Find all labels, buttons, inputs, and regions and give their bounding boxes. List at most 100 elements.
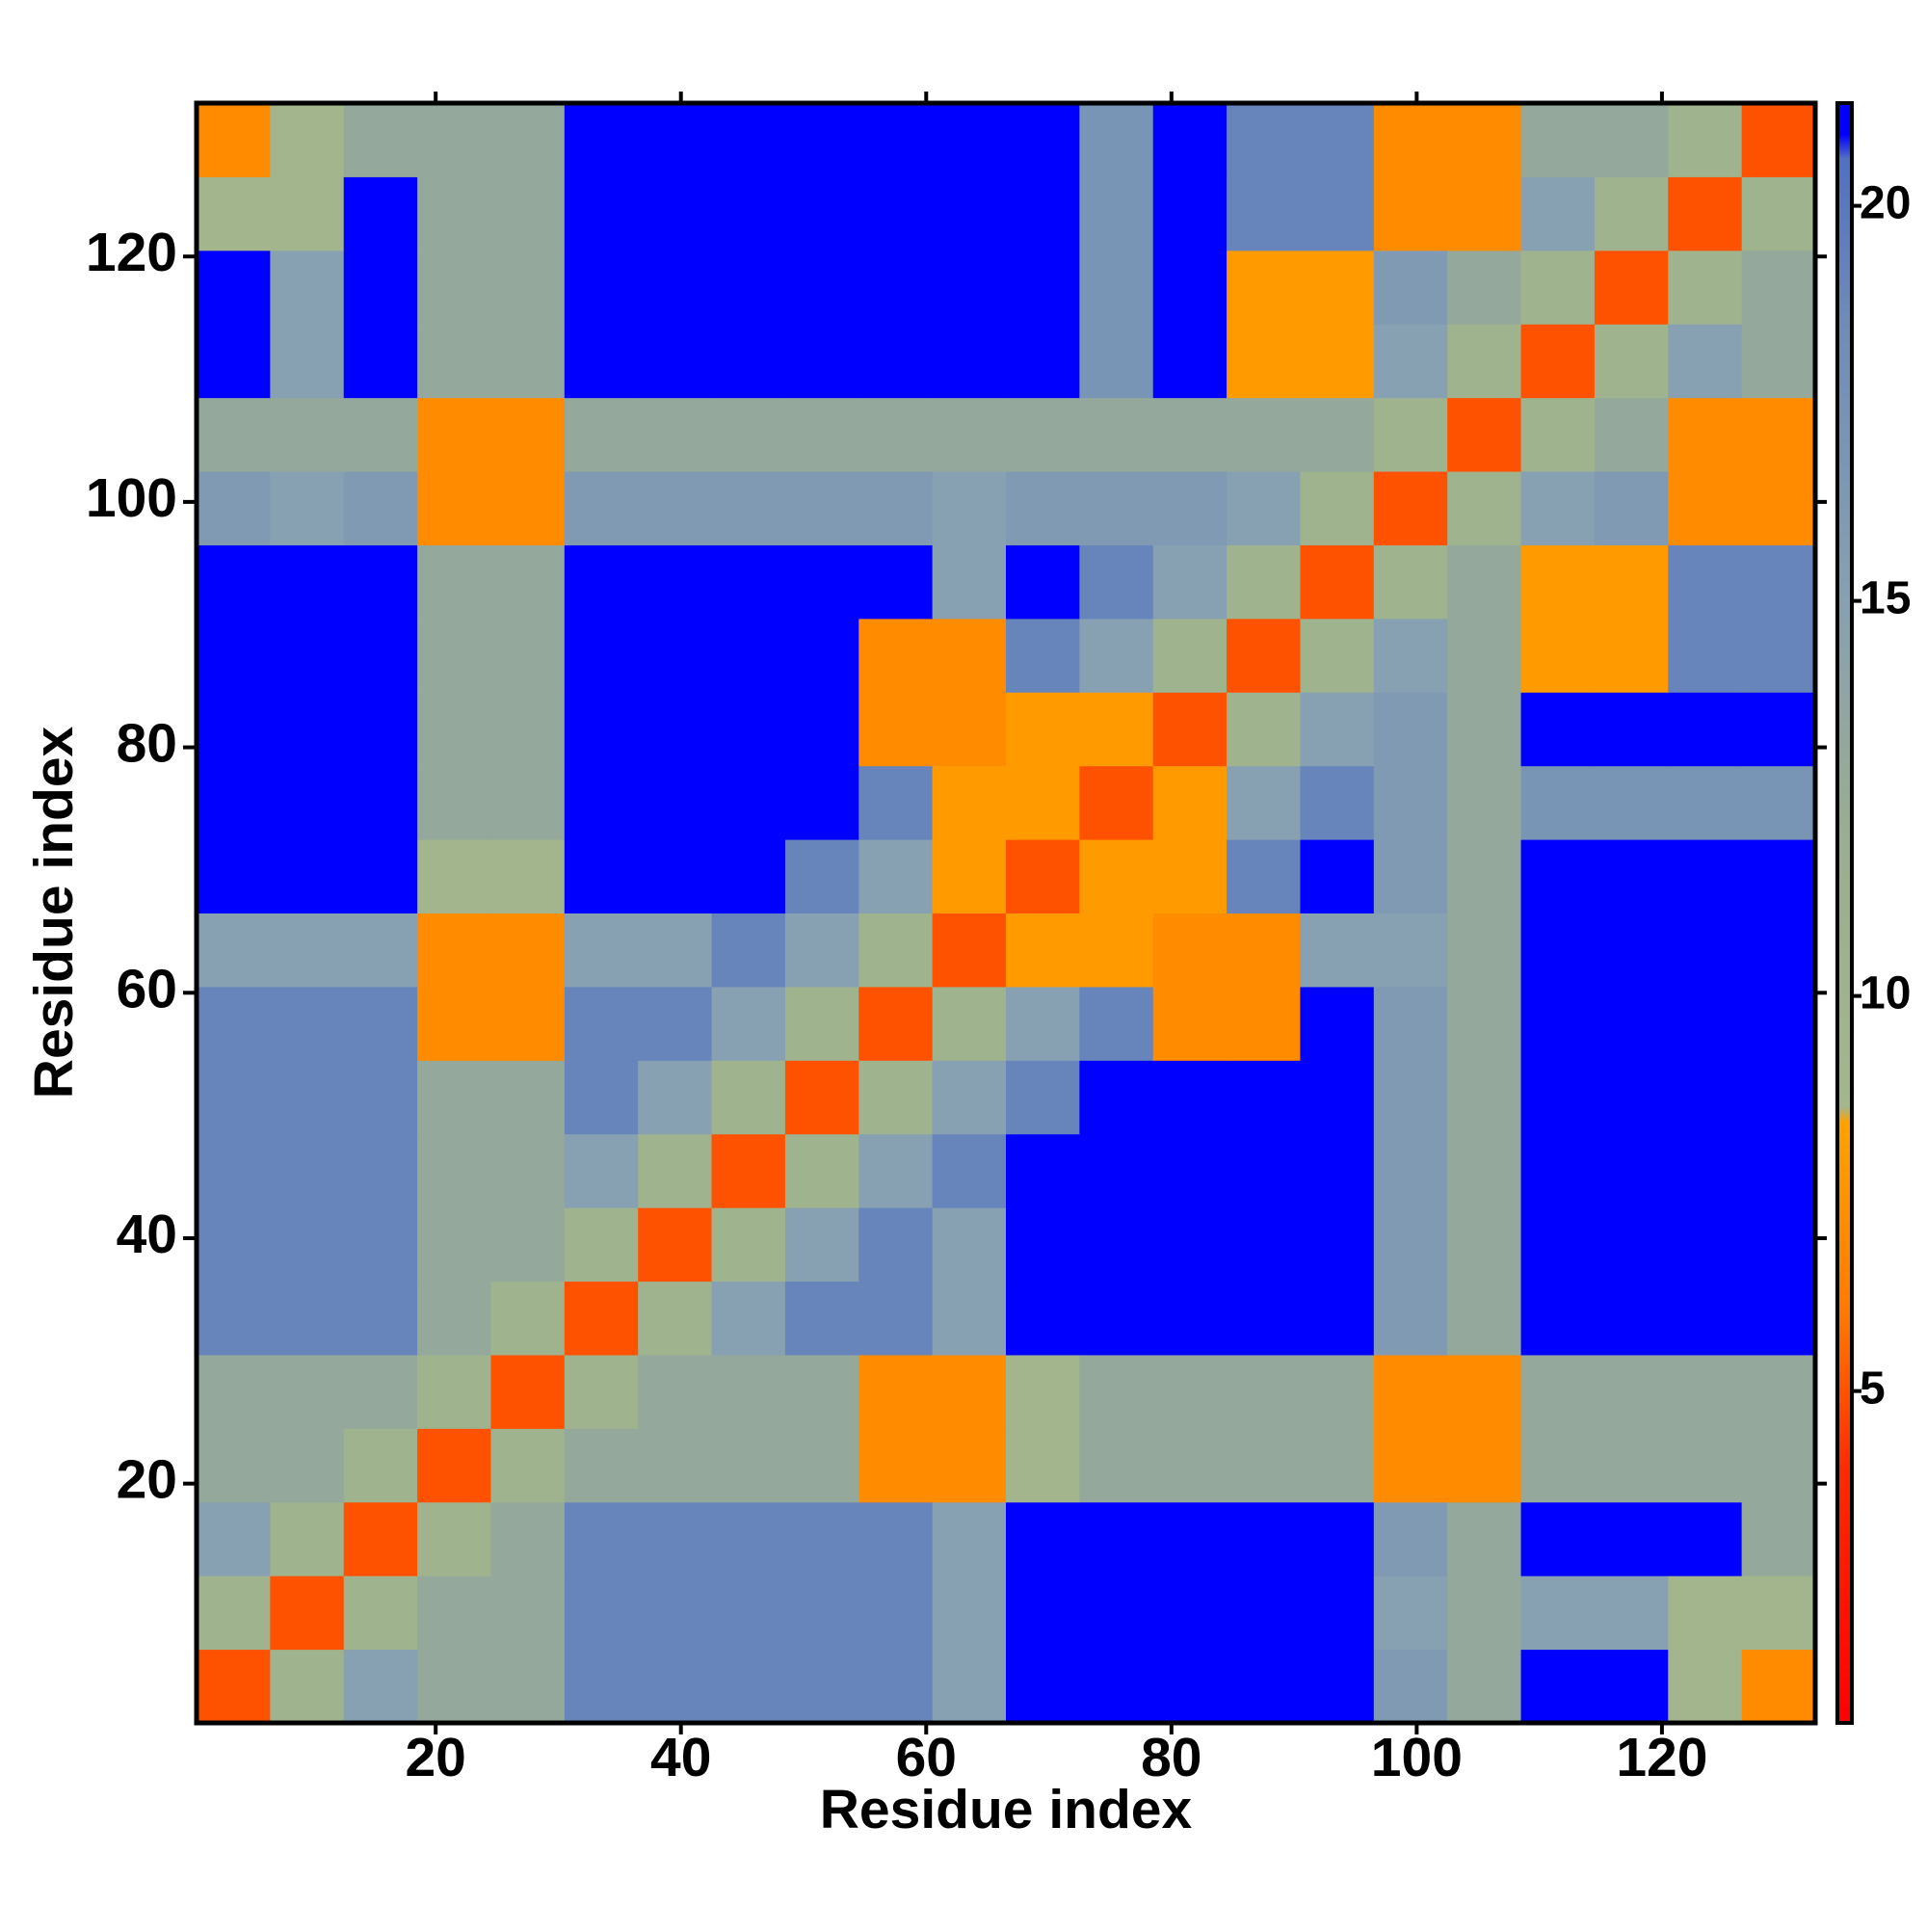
heatmap-cell bbox=[1227, 1207, 1301, 1283]
heatmap-cell bbox=[1741, 765, 1816, 840]
heatmap-cell bbox=[490, 1649, 566, 1724]
heatmap-cell bbox=[858, 1133, 934, 1208]
heatmap-cell bbox=[1594, 250, 1669, 325]
heatmap-cell bbox=[1300, 103, 1375, 177]
heatmap-cell bbox=[1227, 765, 1301, 840]
heatmap-cell bbox=[932, 692, 1007, 767]
heatmap-cell bbox=[1300, 692, 1375, 767]
heatmap-cell bbox=[417, 1207, 491, 1283]
heatmap-cell bbox=[1227, 692, 1301, 767]
heatmap-cell bbox=[1300, 618, 1375, 693]
heatmap-cell bbox=[784, 692, 859, 767]
heatmap-cell bbox=[417, 397, 491, 472]
heatmap-cell bbox=[858, 1281, 934, 1356]
heatmap-cell bbox=[270, 839, 345, 913]
heatmap-cell bbox=[270, 397, 345, 472]
heatmap-cell bbox=[564, 471, 639, 545]
heatmap-cell bbox=[1373, 544, 1448, 620]
heatmap-cell bbox=[270, 618, 345, 693]
heatmap-cell bbox=[1741, 471, 1816, 545]
heatmap-cell bbox=[638, 176, 713, 251]
heatmap-cell bbox=[1741, 1501, 1816, 1576]
heatmap-cell bbox=[1152, 1354, 1227, 1429]
heatmap-cell bbox=[417, 324, 491, 399]
heatmap-cell bbox=[1373, 839, 1448, 913]
heatmap-cell bbox=[1447, 1060, 1522, 1135]
heatmap-cell bbox=[1447, 471, 1522, 545]
heatmap-cell bbox=[270, 1649, 345, 1724]
heatmap-cell bbox=[1300, 765, 1375, 840]
heatmap-cell bbox=[1520, 397, 1596, 472]
heatmap-cell bbox=[638, 1207, 713, 1283]
heatmap-cell bbox=[1300, 1133, 1375, 1208]
heatmap-cell bbox=[417, 1060, 491, 1135]
heatmap-cell bbox=[490, 1281, 566, 1356]
heatmap-cell bbox=[711, 250, 786, 325]
heatmap-cell bbox=[932, 544, 1007, 620]
heatmap-cell bbox=[197, 913, 271, 988]
heatmap-cell bbox=[564, 1428, 639, 1503]
heatmap-cell bbox=[858, 471, 934, 545]
heatmap-cell bbox=[784, 250, 859, 325]
heatmap-cell bbox=[270, 1133, 345, 1208]
heatmap-cell bbox=[343, 1060, 418, 1135]
heatmap-cell bbox=[711, 1281, 786, 1356]
heatmap-cell bbox=[784, 176, 859, 251]
heatmap-cell bbox=[1741, 692, 1816, 767]
heatmap-cell bbox=[1668, 1428, 1743, 1503]
heatmap-cell bbox=[711, 544, 786, 620]
heatmap-cell bbox=[1520, 1207, 1596, 1283]
heatmap-cell bbox=[932, 1133, 1007, 1208]
heatmap-cell bbox=[1079, 1207, 1154, 1283]
heatmap-cell bbox=[1373, 1060, 1448, 1135]
heatmap-cell bbox=[932, 103, 1007, 177]
heatmap-cell bbox=[638, 1133, 713, 1208]
heatmap-cell bbox=[1741, 544, 1816, 620]
heatmap-cell bbox=[784, 1060, 859, 1135]
heatmap-cell bbox=[564, 765, 639, 840]
heatmap-cell bbox=[1447, 324, 1522, 399]
heatmap-cell bbox=[1300, 176, 1375, 251]
heatmap-cell bbox=[343, 324, 418, 399]
heatmap-cell bbox=[858, 1649, 934, 1724]
heatmap-cell bbox=[1373, 1281, 1448, 1356]
heatmap-cell bbox=[197, 1428, 271, 1503]
heatmap-cell bbox=[1741, 986, 1816, 1061]
heatmap-cell bbox=[343, 1428, 418, 1503]
heatmap-cell bbox=[932, 1281, 1007, 1356]
heatmap-cell bbox=[1079, 471, 1154, 545]
heatmap-cell bbox=[1447, 397, 1522, 472]
heatmap-cell bbox=[1741, 250, 1816, 325]
heatmap-cell bbox=[343, 1501, 418, 1576]
heatmap-cell bbox=[1006, 1354, 1080, 1429]
heatmap-cell bbox=[638, 839, 713, 913]
heatmap-cell bbox=[270, 1575, 345, 1651]
heatmap-cell bbox=[343, 765, 418, 840]
heatmap-cell bbox=[417, 1428, 491, 1503]
heatmap-cell bbox=[343, 1133, 418, 1208]
heatmap-cell bbox=[1594, 1133, 1669, 1208]
heatmap-cell bbox=[932, 324, 1007, 399]
heatmap-cell bbox=[270, 1501, 345, 1576]
heatmap-cell bbox=[1152, 1281, 1227, 1356]
x-tick-label: 100 bbox=[1371, 1727, 1463, 1788]
heatmap-cell bbox=[711, 618, 786, 693]
y-tick-label: 80 bbox=[117, 713, 177, 775]
heatmap-cell bbox=[417, 544, 491, 620]
heatmap-cell bbox=[1300, 471, 1375, 545]
heatmap-cell bbox=[1668, 1501, 1743, 1576]
heatmap-cell bbox=[1152, 1575, 1227, 1651]
heatmap-cell bbox=[417, 986, 491, 1061]
heatmap-cell bbox=[1152, 1649, 1227, 1724]
heatmap-cell bbox=[858, 544, 934, 620]
heatmap-cell bbox=[711, 103, 786, 177]
heatmap-cell bbox=[858, 176, 934, 251]
heatmap-cell bbox=[1079, 839, 1154, 913]
heatmap-cell bbox=[638, 692, 713, 767]
heatmap-cell bbox=[564, 1649, 639, 1724]
heatmap-cell bbox=[1006, 1575, 1080, 1651]
heatmap-cell bbox=[490, 618, 566, 693]
heatmap-cell bbox=[1447, 103, 1522, 177]
heatmap-cell bbox=[197, 1133, 271, 1208]
heatmap-cell bbox=[1300, 913, 1375, 988]
